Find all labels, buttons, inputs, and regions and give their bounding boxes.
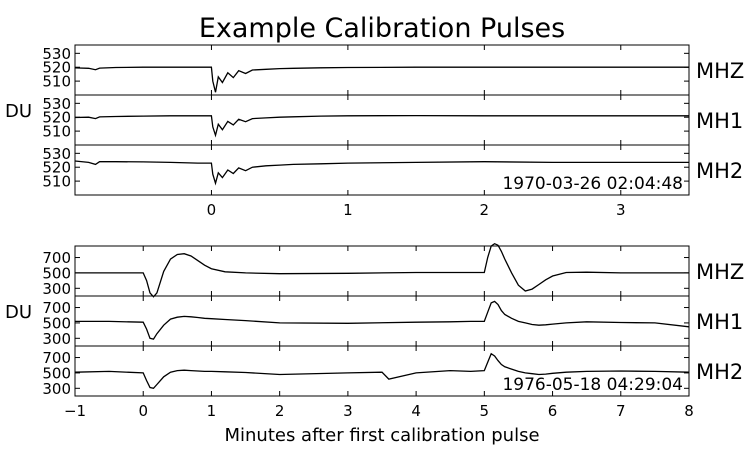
series-label: MH1 xyxy=(696,109,743,133)
x-axis-label: Minutes after first calibration pulse xyxy=(224,425,539,446)
x-tick-label: 5 xyxy=(480,402,490,420)
y-tick-label: 300 xyxy=(42,280,71,298)
panel-frame-0-0 xyxy=(74,44,690,96)
y-tick-label: 530 xyxy=(42,95,71,113)
x-tick-label: 7 xyxy=(616,402,626,420)
y-tick-label: 520 xyxy=(42,109,71,127)
y-tick-label: 300 xyxy=(42,380,71,398)
y-tick-label: 520 xyxy=(42,59,71,77)
trace-1-mh1 xyxy=(75,300,690,340)
panel-frame-1-1 xyxy=(74,295,690,347)
x-tick-label: 2 xyxy=(275,402,285,420)
trace-0-mhz xyxy=(74,66,689,93)
y-tick-label: 510 xyxy=(42,173,71,191)
y-tick-label: 500 xyxy=(42,314,71,332)
y-tick-label: 520 xyxy=(42,159,71,177)
y-tick-label: 530 xyxy=(42,145,71,163)
timestamp-label: 1970-03-26 02:04:48 xyxy=(502,174,683,194)
series-label: MHZ xyxy=(696,59,744,83)
trace-0-mh1 xyxy=(74,114,689,138)
y-tick-label: 700 xyxy=(42,249,71,267)
y-tick-label: 510 xyxy=(42,73,71,91)
series-label: MH2 xyxy=(696,360,743,384)
panel-frame-1-2 xyxy=(74,345,690,397)
trace-0-mh2 xyxy=(74,160,689,186)
x-tick-label: 2 xyxy=(480,201,490,219)
y-tick-label: 300 xyxy=(42,330,71,348)
series-label: MH2 xyxy=(696,159,743,183)
panel-frame-0-1 xyxy=(74,94,690,146)
series-label: MH1 xyxy=(696,310,743,334)
y-axis-label: DU xyxy=(5,101,32,122)
y-tick-label: 500 xyxy=(42,364,71,382)
trace-1-mhz xyxy=(75,242,689,298)
chart-title: Example Calibration Pulses xyxy=(199,13,565,44)
panel-frame-0-2 xyxy=(74,144,690,196)
y-tick-label: 530 xyxy=(42,45,71,63)
x-tick-label: 0 xyxy=(138,402,148,420)
y-tick-label: 700 xyxy=(42,349,71,367)
y-tick-label: 700 xyxy=(42,299,71,317)
x-tick-label: 0 xyxy=(207,201,217,219)
x-tick-label: 3 xyxy=(343,402,353,420)
x-tick-label: 4 xyxy=(411,402,421,420)
x-tick-label: 6 xyxy=(548,402,558,420)
timestamp-label: 1976-05-18 04:29:04 xyxy=(502,375,683,395)
x-tick-label: 3 xyxy=(616,201,626,219)
x-tick-label: −1 xyxy=(64,402,86,420)
y-tick-label: 510 xyxy=(42,123,71,141)
x-tick-label: 1 xyxy=(343,201,353,219)
trace-1-mh2 xyxy=(74,352,690,390)
panel-frame-1-0 xyxy=(74,245,690,297)
y-axis-label: DU xyxy=(5,302,32,323)
y-tick-label: 500 xyxy=(42,264,71,282)
x-tick-label: 8 xyxy=(684,402,694,420)
series-label: MHZ xyxy=(696,260,744,284)
x-tick-label: 1 xyxy=(207,402,217,420)
